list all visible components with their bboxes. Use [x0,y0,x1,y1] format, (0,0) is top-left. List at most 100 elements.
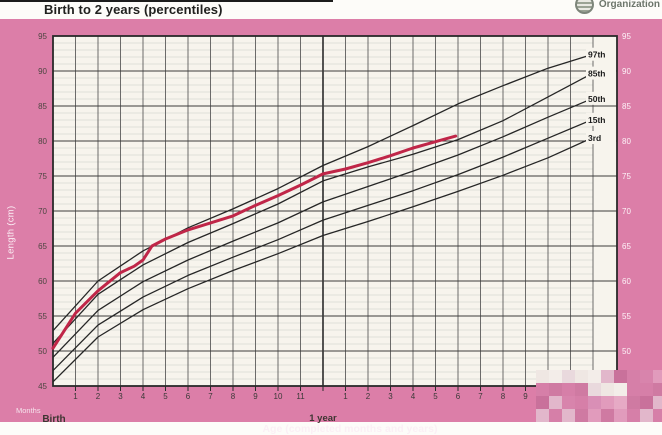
x-axis-one-year-label: 1 year [309,413,337,424]
mosaic-block [627,370,640,383]
x-tick-label: 3 [118,392,123,401]
mosaic-block [614,409,627,422]
mosaic-block [588,396,601,409]
mosaic-block [549,370,562,383]
who-logo: Organization [574,0,660,14]
percentile-label-box [586,91,616,105]
y-tick-label-left: 85 [38,102,47,111]
y-tick-label-left: 65 [38,242,47,251]
percentile-label-box [586,66,616,80]
mosaic-block [588,370,601,383]
x-tick-label: 6 [456,392,461,401]
y-tick-label-left: 75 [38,172,47,181]
top-rule [0,0,333,2]
mosaic-block [627,383,640,396]
mosaic-block [536,396,549,409]
mosaic-block [614,383,627,396]
y-tick-label-left: 45 [38,382,47,391]
x-tick-label: 5 [433,392,438,401]
y-tick-label-right: 75 [622,172,631,181]
mosaic-block [536,370,549,383]
y-tick-label-right: 80 [622,137,631,146]
percentile-label-box [586,112,616,126]
mosaic-block [614,396,627,409]
y-tick-label-left: 80 [38,137,47,146]
mosaic-block [562,370,575,383]
y-tick-label-right: 85 [622,102,631,111]
mosaic-block [601,409,614,422]
x-tick-label: 7 [208,392,213,401]
percentile-label-97th: 97th [588,50,605,60]
y-tick-label-right: 60 [622,277,631,286]
mosaic-block [627,409,640,422]
mosaic-block [575,383,588,396]
y-tick-label-left: 70 [38,207,47,216]
mosaic-block [549,409,562,422]
who-organization-label: Organization [598,0,660,10]
x-tick-label: 4 [141,392,146,401]
mosaic-block [549,383,562,396]
y-tick-label-right: 95 [622,32,631,41]
mosaic-block [627,396,640,409]
mosaic-block [562,409,575,422]
x-axis-birth-label: Birth [42,414,66,425]
percentile-label-50th: 50th [588,94,605,104]
mosaic-block [549,396,562,409]
who-emblem-icon [574,0,594,14]
x-tick-label: 5 [163,392,168,401]
mosaic-block [601,383,614,396]
x-tick-label: 3 [388,392,393,401]
mosaic-block [640,383,653,396]
percentile-curve-97th [52,53,594,332]
percentile-label-15th: 15th [588,115,605,125]
mosaic-block [653,396,662,409]
x-tick-label: 8 [231,392,236,401]
percentile-label-box [586,47,616,61]
mosaic-block [601,370,614,383]
length-for-age-chart: 1 2 3 4 5 6 7 8 9 10 11 1 2 3 4 5 6 7 8 9959085807570656055… [38,32,631,401]
patient-growth-line [51,134,458,350]
mosaic-block [653,370,662,383]
mosaic-block [588,409,601,422]
page-title: Birth to 2 years (percentiles) [44,2,223,17]
y-tick-label-right: 65 [622,242,631,251]
percentile-label-3rd: 3rd [588,133,601,143]
y-tick-label-left: 90 [38,67,47,76]
x-tick-label: 9 [253,392,258,401]
mosaic-block [575,396,588,409]
mosaic-block [562,396,575,409]
x-axis-title: Age (completed months and years) [262,423,438,435]
mosaic-block [640,370,653,383]
x-tick-label: 1 [73,392,78,401]
mosaic-block [640,396,653,409]
y-tick-label-left: 55 [38,312,47,321]
y-tick-label-left: 60 [38,277,47,286]
x-tick-label: 7 [478,392,483,401]
mosaic-block [575,409,588,422]
x-tick-label: 2 [96,392,101,401]
x-tick-label: 6 [186,392,191,401]
mosaic-block [640,409,653,422]
mosaic-block [653,383,662,396]
x-tick-label: 4 [411,392,416,401]
percentile-curve-15th [52,118,594,372]
x-tick-label: 1 [343,392,348,401]
x-axis-unit-label: Months [16,406,41,415]
mosaic-block [614,370,627,383]
mosaic-block [562,383,575,396]
mosaic-block [588,383,601,396]
percentile-curve-3rd [52,136,594,383]
y-tick-label-right: 70 [622,207,631,216]
mosaic-block [601,396,614,409]
mosaic-block [653,409,662,422]
censored-watermark-mosaic [536,370,662,422]
x-tick-label: 8 [501,392,506,401]
y-tick-label-right: 90 [622,67,631,76]
mosaic-block [536,409,549,422]
y-tick-label-left: 50 [38,347,47,356]
x-tick-label: 9 [523,392,528,401]
y-tick-label-right: 55 [622,312,631,321]
x-tick-label: 10 [274,392,283,401]
x-tick-label: 11 [296,392,305,401]
mosaic-block [536,383,549,396]
